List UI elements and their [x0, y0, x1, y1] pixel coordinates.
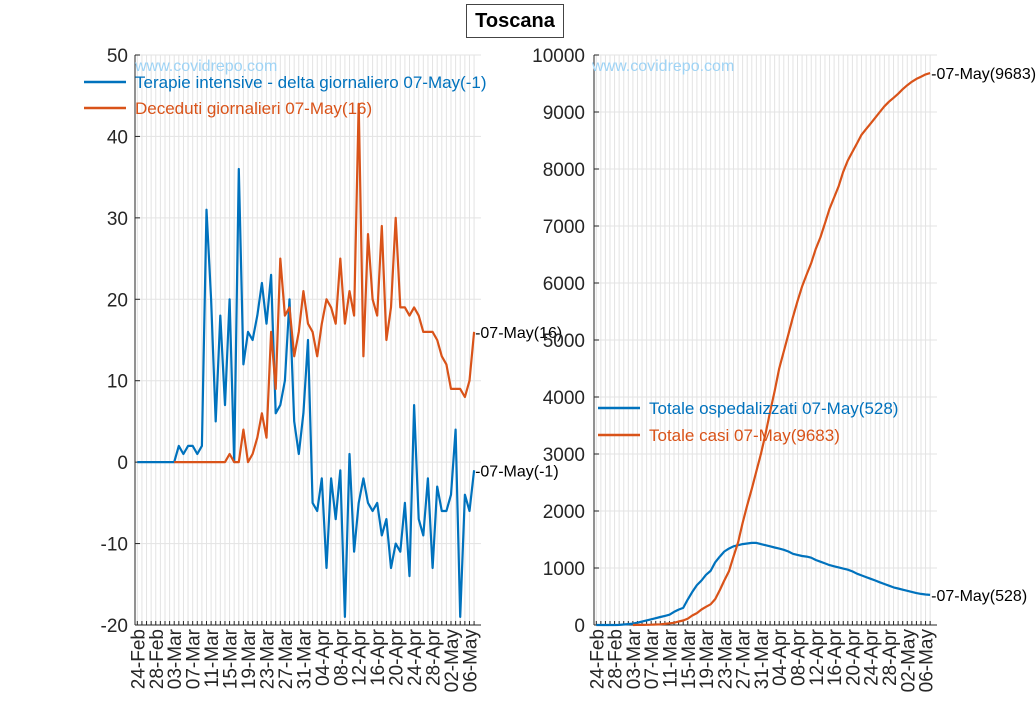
x-tick-label: 16-Apr — [825, 628, 846, 686]
y-tick-label: 3000 — [543, 445, 585, 466]
x-tick-label: 02-May — [898, 629, 919, 693]
x-tick-label: 27-Mar — [276, 628, 297, 689]
x-tick-label: 31-Mar — [294, 628, 315, 689]
chart-title: Toscana — [466, 4, 564, 38]
y-tick-label: 40 — [107, 127, 128, 148]
legend-label: Deceduti giornalieri 07-May(16) — [135, 99, 372, 118]
series-line-2 — [174, 102, 476, 464]
legend-label: Terapie intensive - delta giornaliero 07… — [135, 73, 487, 92]
series-line-2 — [632, 72, 931, 627]
series-line-1 — [596, 541, 931, 627]
watermark: www.covidrepo.com — [591, 58, 734, 75]
series-end-label: -07-May(-1) — [475, 463, 559, 480]
x-tick-label: 20-Apr — [387, 628, 408, 686]
watermark: www.covidrepo.com — [134, 58, 277, 75]
x-tick-label: 20-Apr — [843, 628, 864, 686]
x-tick-label: 23-Mar — [257, 628, 278, 689]
x-tick-label: 02-May — [442, 629, 463, 693]
x-tick-label: 04-Apr — [313, 628, 334, 686]
x-tick-label: 24-Feb — [587, 629, 608, 689]
y-tick-label: 10 — [107, 372, 128, 393]
x-tick-label: 28-Feb — [147, 629, 168, 689]
x-tick-label: 28-Apr — [880, 628, 901, 686]
y-tick-label: -20 — [101, 616, 128, 637]
x-tick-label: 31-Mar — [752, 628, 773, 689]
x-tick-label: 03-Mar — [165, 628, 186, 689]
legend-label: Totale casi 07-May(9683) — [649, 426, 840, 445]
y-tick-label: 9000 — [543, 103, 585, 124]
y-tick-label: 8000 — [543, 160, 585, 181]
x-tick-label: 28-Apr — [424, 628, 445, 686]
y-tick-label: 6000 — [543, 274, 585, 295]
x-tick-label: 07-Mar — [642, 628, 663, 689]
legend-label: Totale ospedalizzati 07-May(528) — [649, 399, 898, 418]
x-tick-label: 06-May — [460, 629, 481, 693]
x-tick-label: 12-Apr — [807, 628, 828, 686]
x-tick-label: 08-Apr — [789, 628, 810, 686]
x-tick-label: 24-Apr — [405, 628, 426, 686]
series-end-label: -07-May(9683) — [931, 66, 1036, 83]
x-tick-label: 19-Mar — [697, 628, 718, 689]
y-tick-label: 2000 — [543, 502, 585, 523]
series-line-1 — [137, 167, 476, 619]
y-tick-label: 0 — [574, 616, 585, 637]
x-tick-label: 23-Mar — [715, 628, 736, 689]
y-tick-label: 20 — [107, 290, 128, 311]
series-end-label: -07-May(16) — [475, 325, 562, 342]
x-tick-label: 15-Mar — [221, 628, 242, 689]
chart-panel-2: 0 1000 2000 3000 4000 5000 6000 7000 8000 9000 100… — [532, 46, 1036, 692]
x-tick-label: 11-Mar — [202, 628, 223, 687]
x-tick-label: 19-Mar — [239, 628, 260, 689]
x-tick-label: 11-Mar — [660, 628, 681, 687]
x-tick-label: 06-May — [917, 629, 938, 693]
x-tick-label: 27-Mar — [734, 628, 755, 689]
chart-panel-1: -20 -10 0 10 20 30 40 50 24-Feb28-Feb03-Mar07-Ma… — [84, 46, 562, 692]
y-tick-label: 4000 — [543, 388, 585, 409]
y-tick-label: 5000 — [543, 331, 585, 352]
y-tick-label: -10 — [101, 535, 128, 556]
x-tick-label: 08-Apr — [331, 628, 352, 686]
series-end-label: -07-May(528) — [931, 588, 1027, 605]
x-tick-label: 15-Mar — [679, 628, 700, 689]
y-tick-label: 1000 — [543, 559, 585, 580]
x-tick-label: 16-Apr — [368, 628, 389, 686]
x-tick-label: 04-Apr — [770, 628, 791, 686]
x-tick-label: 28-Feb — [606, 629, 627, 689]
x-tick-label: 24-Feb — [128, 629, 149, 689]
x-tick-label: 03-Mar — [624, 628, 645, 689]
y-tick-label: 30 — [107, 209, 128, 230]
x-tick-label: 07-Mar — [184, 628, 205, 689]
y-tick-label: 7000 — [543, 217, 585, 238]
y-tick-label: 10000 — [532, 46, 585, 67]
x-tick-label: 12-Apr — [350, 628, 371, 686]
y-tick-label: 0 — [117, 453, 128, 474]
y-tick-label: 50 — [107, 46, 128, 67]
x-tick-label: 24-Apr — [862, 628, 883, 686]
